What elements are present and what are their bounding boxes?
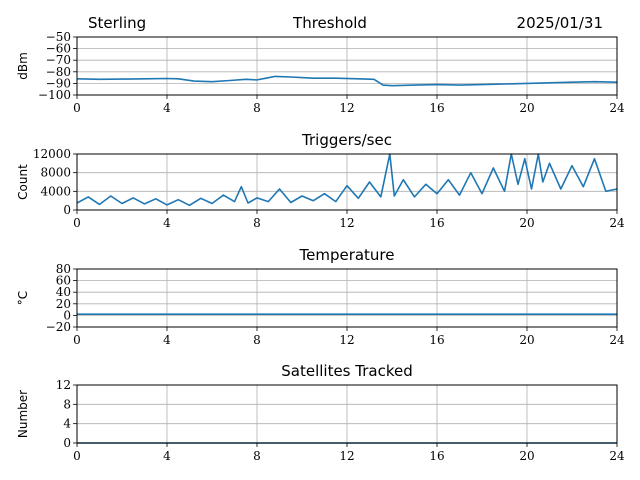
series-line bbox=[76, 153, 618, 207]
y-tick-label: 60 bbox=[56, 274, 71, 288]
x-tick-label: 0 bbox=[73, 101, 81, 115]
x-tick-label: 12 bbox=[339, 333, 354, 347]
x-tick-label: 24 bbox=[609, 449, 625, 463]
y-tick-label: −80 bbox=[46, 65, 71, 79]
x-tick-label: 8 bbox=[253, 216, 261, 230]
y-tick-label: 40 bbox=[56, 285, 71, 299]
satellites-panel: 0 4 8 12 16 20 24 0 4 8 12 Number Satellites Tracked bbox=[16, 362, 625, 463]
y-tick-label: 0 bbox=[63, 308, 71, 322]
station-label: Sterling bbox=[88, 14, 146, 32]
x-tick-label: 24 bbox=[609, 216, 625, 230]
y-tick-label: −60 bbox=[46, 42, 71, 56]
panel-title: Satellites Tracked bbox=[281, 362, 412, 380]
y-tick-label: −20 bbox=[46, 320, 71, 334]
x-tick-label: 0 bbox=[73, 216, 81, 230]
x-tick-label: 24 bbox=[609, 333, 625, 347]
y-tick-label: 80 bbox=[56, 262, 71, 276]
x-tick-label: 4 bbox=[163, 449, 171, 463]
y-tick-label: 12000 bbox=[33, 147, 71, 161]
x-tick-label: 20 bbox=[519, 216, 534, 230]
x-tick-label: 16 bbox=[429, 449, 444, 463]
x-tick-label: 20 bbox=[519, 101, 534, 115]
x-tick-label: 16 bbox=[429, 216, 444, 230]
panel-title: Temperature bbox=[298, 246, 394, 264]
y-tick-label: 8000 bbox=[40, 166, 71, 180]
x-tick-label: 16 bbox=[429, 101, 444, 115]
y-tick-label: −100 bbox=[38, 88, 71, 102]
date-label: 2025/01/31 bbox=[517, 14, 603, 32]
x-tick-label: 8 bbox=[253, 449, 261, 463]
x-tick-label: 4 bbox=[163, 101, 171, 115]
y-tick-label: 0 bbox=[63, 203, 71, 217]
x-tick-label: 20 bbox=[519, 333, 534, 347]
series-line bbox=[76, 75, 618, 87]
threshold-panel: 0 4 8 12 16 20 24 −100−90−80−70−60−50 dBm bbox=[16, 30, 625, 115]
x-tick-label: 20 bbox=[519, 449, 534, 463]
y-tick-label: 12 bbox=[56, 378, 71, 392]
y-tick-label: 20 bbox=[56, 297, 71, 311]
x-tick-label: 12 bbox=[339, 449, 354, 463]
x-tick-label: 4 bbox=[163, 333, 171, 347]
x-tick-label: 24 bbox=[609, 101, 625, 115]
x-tick-label: 8 bbox=[253, 333, 261, 347]
y-tick-label: −50 bbox=[46, 30, 71, 44]
y-axis-label: dBm bbox=[16, 52, 30, 80]
y-tick-label: 4 bbox=[63, 417, 71, 431]
x-tick-label: 0 bbox=[73, 449, 81, 463]
y-tick-label: 0 bbox=[63, 436, 71, 450]
panel-title: Triggers/sec bbox=[301, 131, 392, 149]
x-tick-label: 12 bbox=[339, 101, 354, 115]
y-axis-label: Count bbox=[16, 164, 30, 200]
x-tick-label: 0 bbox=[73, 333, 81, 347]
x-tick-label: 4 bbox=[163, 216, 171, 230]
y-axis-label: Number bbox=[16, 390, 30, 438]
y-tick-label: 4000 bbox=[40, 184, 71, 198]
y-axis-label: °C bbox=[16, 291, 30, 305]
x-tick-label: 16 bbox=[429, 333, 444, 347]
y-tick-label: −70 bbox=[46, 53, 71, 67]
x-tick-label: 8 bbox=[253, 101, 261, 115]
y-tick-label: 8 bbox=[63, 397, 71, 411]
y-tick-label: −90 bbox=[46, 76, 71, 90]
figure-title: Threshold bbox=[292, 14, 367, 32]
x-tick-label: 12 bbox=[339, 216, 354, 230]
